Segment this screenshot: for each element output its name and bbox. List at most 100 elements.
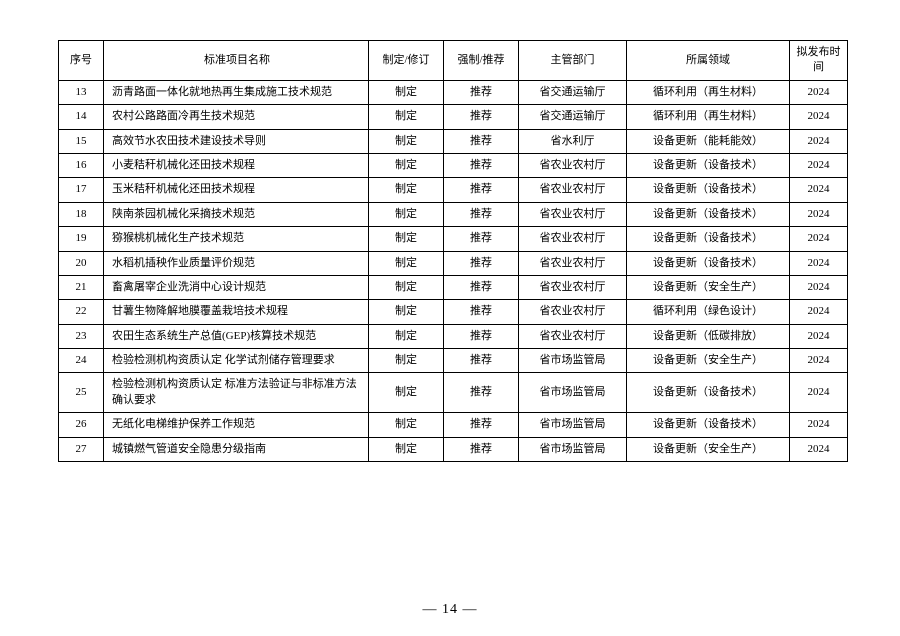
- table-cell: 循环利用（再生材料）: [627, 105, 790, 129]
- table-cell: 推荐: [444, 413, 519, 437]
- table-cell: 设备更新（设备技术）: [627, 202, 790, 226]
- table-cell: 制定: [369, 227, 444, 251]
- table-cell: 省市场监管局: [519, 437, 627, 461]
- table-cell: 推荐: [444, 227, 519, 251]
- table-cell: 2024: [790, 373, 848, 413]
- table-row: 26无纸化电梯维护保养工作规范制定推荐省市场监管局设备更新（设备技术）2024: [59, 413, 848, 437]
- col-header-name: 标准项目名称: [104, 41, 369, 81]
- table-cell: 沥青路面一体化就地热再生集成施工技术规范: [104, 80, 369, 104]
- table-cell: 推荐: [444, 349, 519, 373]
- table-cell: 2024: [790, 227, 848, 251]
- table-cell: 19: [59, 227, 104, 251]
- table-cell: 制定: [369, 324, 444, 348]
- col-header-dept: 主管部门: [519, 41, 627, 81]
- table-cell: 27: [59, 437, 104, 461]
- table-cell: 省市场监管局: [519, 349, 627, 373]
- table-cell: 推荐: [444, 80, 519, 104]
- table-cell: 24: [59, 349, 104, 373]
- table-cell: 2024: [790, 275, 848, 299]
- table-cell: 玉米秸秆机械化还田技术规程: [104, 178, 369, 202]
- table-cell: 制定: [369, 80, 444, 104]
- table-cell: 2024: [790, 251, 848, 275]
- table-cell: 17: [59, 178, 104, 202]
- table-cell: 设备更新（设备技术）: [627, 153, 790, 177]
- table-cell: 2024: [790, 437, 848, 461]
- table-cell: 25: [59, 373, 104, 413]
- table-cell: 循环利用（再生材料）: [627, 80, 790, 104]
- table-cell: 甘薯生物降解地膜覆盖栽培技术规程: [104, 300, 369, 324]
- table-cell: 2024: [790, 129, 848, 153]
- table-cell: 推荐: [444, 153, 519, 177]
- table-row: 18陕南茶园机械化采摘技术规范制定推荐省农业农村厅设备更新（设备技术）2024: [59, 202, 848, 226]
- table-cell: 18: [59, 202, 104, 226]
- table-cell: 农田生态系统生产总值(GEP)核算技术规范: [104, 324, 369, 348]
- table-cell: 2024: [790, 80, 848, 104]
- table-cell: 制定: [369, 413, 444, 437]
- table-cell: 制定: [369, 129, 444, 153]
- table-row: 25检验检测机构资质认定 标准方法验证与非标准方法确认要求制定推荐省市场监管局设…: [59, 373, 848, 413]
- table-cell: 制定: [369, 437, 444, 461]
- table-cell: 畜禽屠宰企业洗消中心设计规范: [104, 275, 369, 299]
- table-cell: 2024: [790, 324, 848, 348]
- table-cell: 13: [59, 80, 104, 104]
- table-cell: 制定: [369, 349, 444, 373]
- table-cell: 2024: [790, 178, 848, 202]
- table-cell: 省农业农村厅: [519, 153, 627, 177]
- table-cell: 制定: [369, 105, 444, 129]
- table-cell: 陕南茶园机械化采摘技术规范: [104, 202, 369, 226]
- table-cell: 水稻机插秧作业质量评价规范: [104, 251, 369, 275]
- table-cell: 22: [59, 300, 104, 324]
- table-cell: 设备更新（设备技术）: [627, 178, 790, 202]
- table-row: 16小麦秸秆机械化还田技术规程制定推荐省农业农村厅设备更新（设备技术）2024: [59, 153, 848, 177]
- table-cell: 检验检测机构资质认定 化学试剂储存管理要求: [104, 349, 369, 373]
- table-cell: 省农业农村厅: [519, 324, 627, 348]
- table-cell: 推荐: [444, 251, 519, 275]
- table-cell: 省农业农村厅: [519, 227, 627, 251]
- col-header-field: 所属领域: [627, 41, 790, 81]
- table-cell: 21: [59, 275, 104, 299]
- table-cell: 推荐: [444, 300, 519, 324]
- table-cell: 26: [59, 413, 104, 437]
- table-cell: 制定: [369, 178, 444, 202]
- page-number: — 14 —: [0, 602, 900, 618]
- table-cell: 小麦秸秆机械化还田技术规程: [104, 153, 369, 177]
- table-row: 13沥青路面一体化就地热再生集成施工技术规范制定推荐省交通运输厅循环利用（再生材…: [59, 80, 848, 104]
- table-cell: 设备更新（能耗能效）: [627, 129, 790, 153]
- table-cell: 制定: [369, 275, 444, 299]
- table-cell: 城镇燃气管道安全隐患分级指南: [104, 437, 369, 461]
- table-cell: 设备更新（设备技术）: [627, 413, 790, 437]
- table-row: 15高效节水农田技术建设技术导则制定推荐省水利厅设备更新（能耗能效）2024: [59, 129, 848, 153]
- table-row: 20水稻机插秧作业质量评价规范制定推荐省农业农村厅设备更新（设备技术）2024: [59, 251, 848, 275]
- table-cell: 推荐: [444, 178, 519, 202]
- table-cell: 省农业农村厅: [519, 275, 627, 299]
- table-cell: 设备更新（安全生产）: [627, 349, 790, 373]
- table-cell: 省农业农村厅: [519, 300, 627, 324]
- table-cell: 制定: [369, 251, 444, 275]
- table-cell: 制定: [369, 300, 444, 324]
- table-cell: 制定: [369, 153, 444, 177]
- table-cell: 省市场监管局: [519, 413, 627, 437]
- table-cell: 设备更新（设备技术）: [627, 227, 790, 251]
- col-header-rev: 制定/修订: [369, 41, 444, 81]
- table-cell: 循环利用（绿色设计）: [627, 300, 790, 324]
- table-cell: 省农业农村厅: [519, 178, 627, 202]
- col-header-seq: 序号: [59, 41, 104, 81]
- table-cell: 设备更新（安全生产）: [627, 275, 790, 299]
- table-cell: 2024: [790, 413, 848, 437]
- table-cell: 23: [59, 324, 104, 348]
- table-cell: 设备更新（安全生产）: [627, 437, 790, 461]
- table-row: 19猕猴桃机械化生产技术规范制定推荐省农业农村厅设备更新（设备技术）2024: [59, 227, 848, 251]
- table-cell: 检验检测机构资质认定 标准方法验证与非标准方法确认要求: [104, 373, 369, 413]
- table-cell: 制定: [369, 373, 444, 413]
- table-cell: 省交通运输厅: [519, 105, 627, 129]
- table-cell: 推荐: [444, 324, 519, 348]
- table-cell: 设备更新（设备技术）: [627, 251, 790, 275]
- table-row: 22甘薯生物降解地膜覆盖栽培技术规程制定推荐省农业农村厅循环利用（绿色设计）20…: [59, 300, 848, 324]
- table-cell: 高效节水农田技术建设技术导则: [104, 129, 369, 153]
- table-cell: 2024: [790, 105, 848, 129]
- table-cell: 省市场监管局: [519, 373, 627, 413]
- table-cell: 设备更新（低碳排放）: [627, 324, 790, 348]
- table-cell: 推荐: [444, 129, 519, 153]
- col-header-rec: 强制/推荐: [444, 41, 519, 81]
- table-cell: 推荐: [444, 275, 519, 299]
